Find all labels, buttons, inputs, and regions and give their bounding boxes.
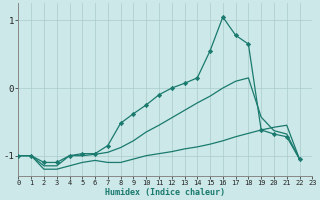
- X-axis label: Humidex (Indice chaleur): Humidex (Indice chaleur): [105, 188, 225, 197]
